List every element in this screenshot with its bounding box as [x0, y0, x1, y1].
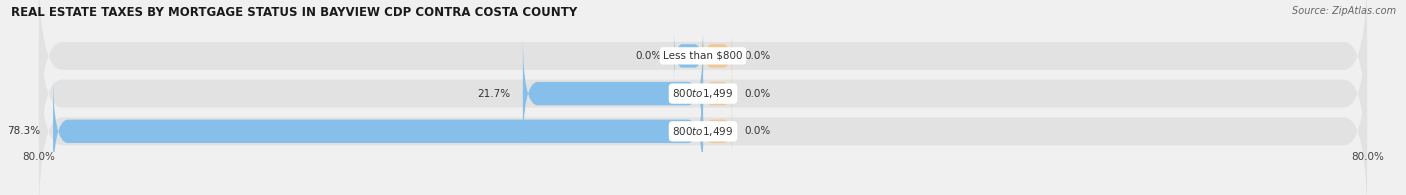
FancyBboxPatch shape [39, 40, 1367, 195]
FancyBboxPatch shape [703, 67, 733, 120]
Text: 80.0%: 80.0% [1351, 152, 1384, 162]
Text: $800 to $1,499: $800 to $1,499 [672, 125, 734, 138]
Text: $800 to $1,499: $800 to $1,499 [672, 87, 734, 100]
FancyBboxPatch shape [523, 37, 703, 150]
FancyBboxPatch shape [703, 30, 733, 82]
Text: 21.7%: 21.7% [477, 89, 510, 99]
Text: REAL ESTATE TAXES BY MORTGAGE STATUS IN BAYVIEW CDP CONTRA COSTA COUNTY: REAL ESTATE TAXES BY MORTGAGE STATUS IN … [11, 6, 578, 19]
FancyBboxPatch shape [53, 75, 703, 188]
Text: Source: ZipAtlas.com: Source: ZipAtlas.com [1292, 6, 1396, 16]
FancyBboxPatch shape [39, 0, 1367, 148]
Text: 0.0%: 0.0% [745, 89, 770, 99]
FancyBboxPatch shape [703, 105, 733, 157]
Text: 78.3%: 78.3% [7, 126, 41, 136]
FancyBboxPatch shape [39, 2, 1367, 185]
Text: Less than $800: Less than $800 [664, 51, 742, 61]
Text: 0.0%: 0.0% [745, 126, 770, 136]
Text: 0.0%: 0.0% [745, 51, 770, 61]
Text: 80.0%: 80.0% [22, 152, 55, 162]
Text: 0.0%: 0.0% [636, 51, 661, 61]
FancyBboxPatch shape [673, 30, 703, 82]
